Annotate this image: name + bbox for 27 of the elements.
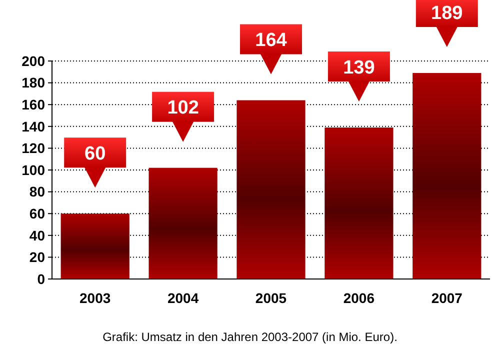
bar bbox=[236, 100, 306, 279]
data-label: 189 bbox=[431, 2, 463, 24]
data-label: 164 bbox=[255, 30, 288, 52]
data-label: 60 bbox=[84, 143, 106, 164]
y-tick-label: 80 bbox=[29, 184, 46, 200]
y-tick-label: 120 bbox=[22, 140, 46, 156]
data-label: 139 bbox=[343, 57, 375, 78]
y-tick-label: 200 bbox=[22, 52, 46, 69]
text: Grafik: Umsatz in den Jahren 2003-2007 (in Mio. Euro). bbox=[102, 330, 398, 344]
bar bbox=[412, 72, 482, 279]
x-tick-label: 2003 bbox=[80, 290, 111, 306]
y-tick-label: 160 bbox=[22, 96, 46, 112]
x-tick-label: 2007 bbox=[431, 290, 463, 306]
bar bbox=[324, 127, 394, 279]
y-tick-label: 140 bbox=[22, 118, 46, 134]
y-tick-label: 100 bbox=[22, 162, 46, 178]
y-tick-label: 0 bbox=[37, 270, 46, 287]
y-tick-label: 180 bbox=[22, 74, 46, 91]
bar bbox=[60, 214, 130, 279]
y-tick-label: 20 bbox=[29, 249, 46, 266]
x-tick-label: 2006 bbox=[343, 290, 375, 306]
x-tick-label: 2005 bbox=[255, 290, 287, 306]
data-label: 102 bbox=[167, 98, 199, 119]
x-tick-label: 2004 bbox=[167, 290, 199, 306]
y-tick-label: 60 bbox=[29, 206, 46, 222]
bar bbox=[148, 168, 218, 279]
y-tick-label: 40 bbox=[29, 227, 46, 244]
